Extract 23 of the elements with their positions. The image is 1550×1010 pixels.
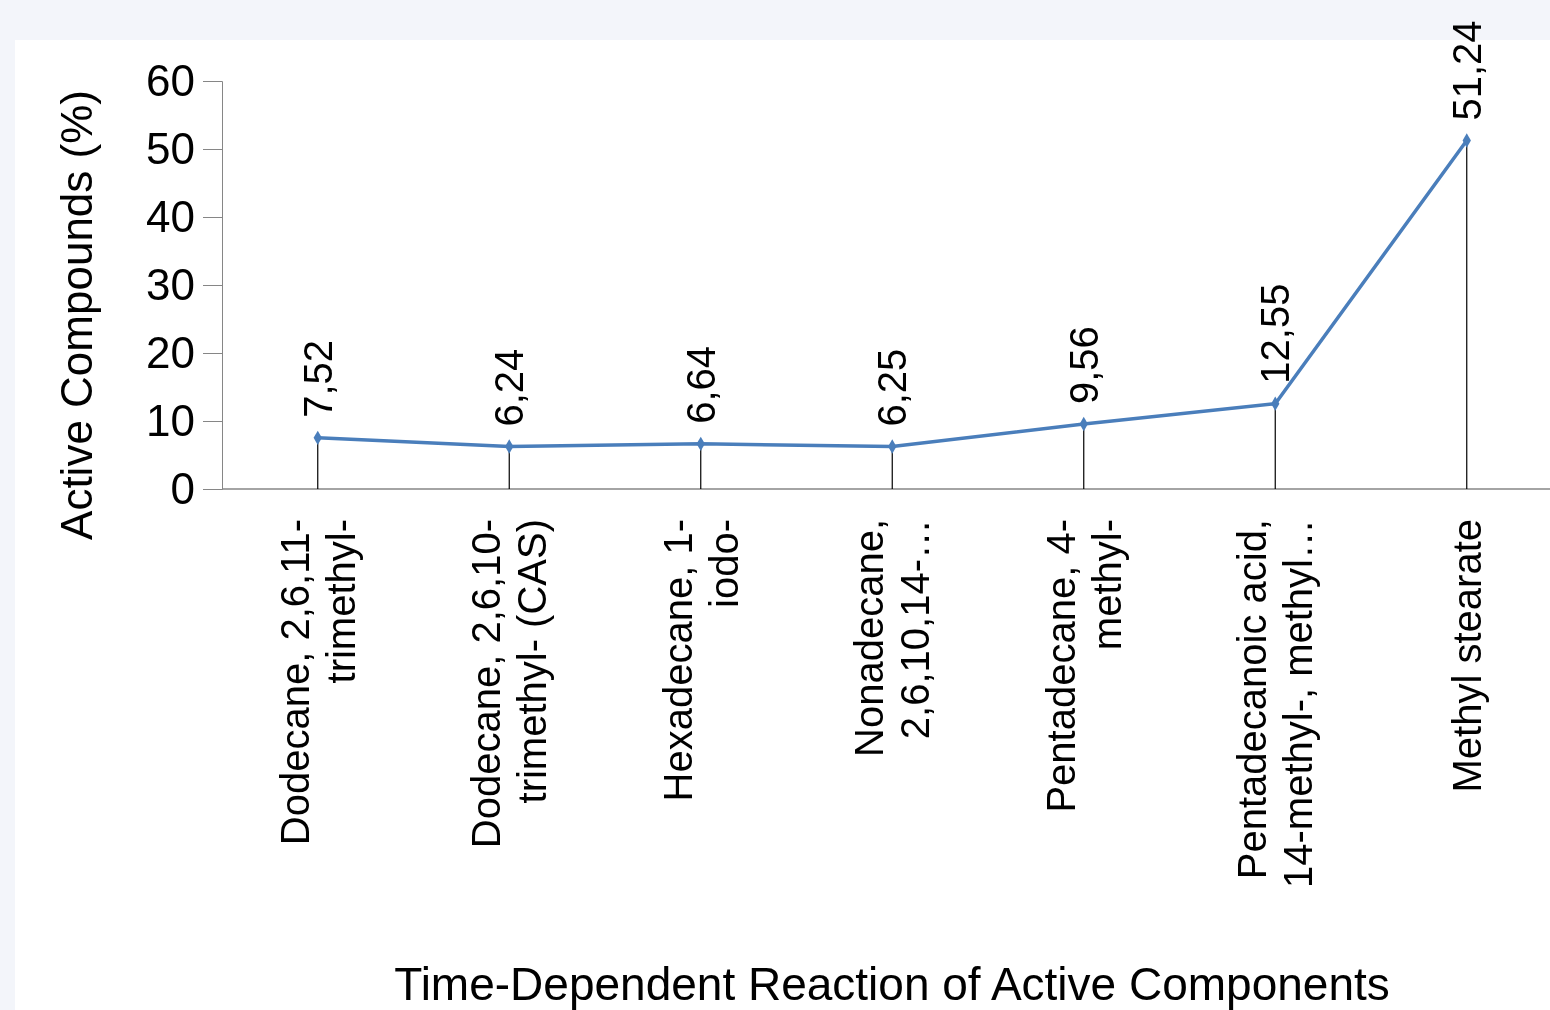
- y-tick-label: 0: [170, 463, 195, 513]
- data-label: 51,24: [1444, 20, 1489, 121]
- data-label: 12,55: [1253, 283, 1298, 384]
- x-tick-label: Dodecane, 2,6,11-trimethyl-: [272, 519, 363, 846]
- x-tick-label: Dodecane, 2,6,10-trimethyl- (CAS): [464, 519, 555, 849]
- data-label: 7,52: [295, 340, 340, 418]
- x-tick-label: Nonadecane, 2,6,10,14-…: [847, 519, 938, 757]
- data-label: 9,56: [1061, 326, 1106, 404]
- x-axis-title: Time-Dependent Reaction of Active Components: [394, 958, 1390, 1010]
- x-tick-label: Pentadecanoic acid, 14-methyl-, methyl…: [1230, 519, 1321, 888]
- x-tick-label: Pentadecane, 4-methyl-: [1038, 519, 1129, 813]
- y-axis-title: Active Compounds (%): [52, 90, 101, 540]
- y-tick-label: 20: [146, 327, 195, 377]
- data-label: 6,25: [870, 348, 915, 427]
- y-tick-label: 60: [146, 55, 195, 105]
- data-label: 6,64: [678, 345, 723, 424]
- y-tick-label: 10: [146, 395, 195, 445]
- y-tick-label: 40: [146, 191, 195, 241]
- y-tick-label: 30: [146, 259, 195, 309]
- x-tick-label: Hexadecane, 1-iodo-: [655, 519, 746, 802]
- data-label: 6,24: [487, 348, 532, 427]
- x-tick-label: Methyl stearate: [1444, 519, 1489, 793]
- y-tick-label: 50: [146, 123, 195, 173]
